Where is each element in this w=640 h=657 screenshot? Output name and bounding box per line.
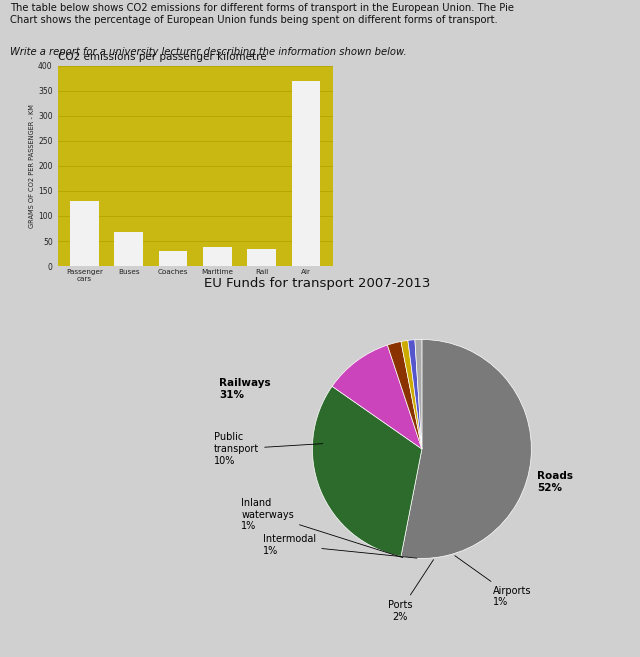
- Bar: [203, 247, 232, 266]
- Bar: [159, 251, 188, 266]
- Wedge shape: [387, 342, 422, 449]
- Bar: [247, 248, 276, 266]
- Wedge shape: [312, 386, 422, 556]
- Wedge shape: [401, 340, 422, 449]
- Text: Airports
1%: Airports 1%: [455, 556, 532, 607]
- Y-axis label: GRAMS OF CO2 PER PASSENGER - KM: GRAMS OF CO2 PER PASSENGER - KM: [29, 104, 35, 228]
- Text: Inland
waterways
1%: Inland waterways 1%: [241, 498, 403, 558]
- Text: Write a report for a university lecturer describing the information shown below.: Write a report for a university lecturer…: [10, 47, 406, 57]
- Text: Public
transport
10%: Public transport 10%: [214, 432, 323, 466]
- Bar: [115, 232, 143, 266]
- Text: CO2 emissions per passenger kilometre: CO2 emissions per passenger kilometre: [58, 53, 266, 62]
- Wedge shape: [332, 345, 422, 449]
- Text: Railways
31%: Railways 31%: [220, 378, 271, 399]
- Title: EU Funds for transport 2007-2013: EU Funds for transport 2007-2013: [204, 277, 430, 290]
- Wedge shape: [401, 340, 531, 558]
- Text: The table below shows CO2 emissions for different forms of transport in the Euro: The table below shows CO2 emissions for …: [10, 3, 514, 25]
- Wedge shape: [408, 340, 422, 449]
- Bar: [70, 201, 99, 266]
- Bar: [291, 81, 320, 266]
- Text: Intermodal
1%: Intermodal 1%: [263, 535, 417, 558]
- Text: Roads
52%: Roads 52%: [537, 471, 573, 493]
- Wedge shape: [415, 340, 422, 449]
- Text: Ports
2%: Ports 2%: [388, 560, 433, 622]
